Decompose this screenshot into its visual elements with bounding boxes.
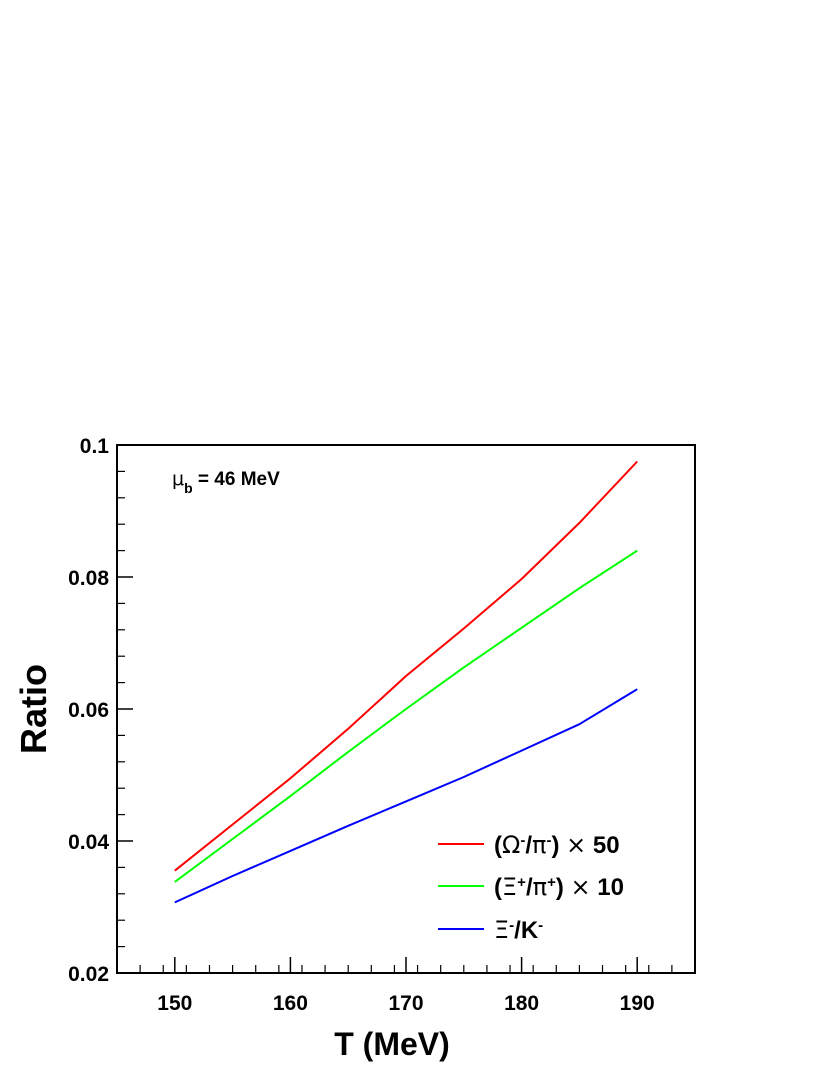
x-axis-title: T (MeV) [334,1026,450,1062]
legend: (Ω-/π-) × 50 (Ξ+/π+) × 10 Ξ-/K- [438,831,624,944]
x-tick-label: 190 [620,992,655,1015]
y-tick-label: 0.08 [68,567,109,590]
y-tick-label: 0.06 [68,699,109,722]
legend-label: (Ω-/π-) × 50 [494,831,620,859]
y-axis-ticks: 0.02 0.04 0.06 0.08 0.1 [68,435,133,986]
series-line [174,549,638,883]
y-tick-label: 0.02 [68,963,109,986]
x-tick-label: 150 [157,992,192,1015]
y-tick-label: 0.04 [68,831,109,854]
legend-label: (Ξ+/π+) × 10 [494,873,624,901]
y-tick-label: 0.1 [80,435,110,458]
mu-b-annotation: μb = 46 MeV [172,468,280,496]
series-lines [174,460,638,904]
x-tick-label: 170 [388,992,423,1015]
legend-label: Ξ-/K- [494,916,543,944]
series-line [174,688,638,904]
y-axis-title: Ratio [13,664,54,754]
x-tick-label: 180 [504,992,539,1015]
series-line [174,460,638,872]
x-tick-label: 160 [273,992,308,1015]
x-axis-ticks: 150 160 170 180 190 [116,957,696,1015]
